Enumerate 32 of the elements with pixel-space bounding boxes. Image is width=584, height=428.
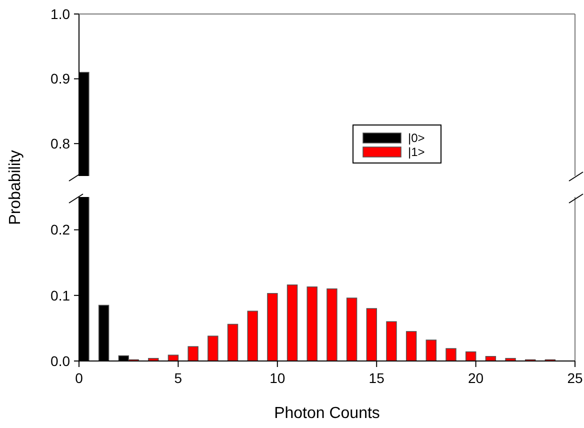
- y-tick-label: 0.2: [50, 222, 70, 238]
- bar: [188, 346, 198, 361]
- x-tick-label: 25: [567, 370, 583, 386]
- y-axis-title: Probability: [7, 150, 24, 225]
- bar: [446, 348, 456, 361]
- bar: [286, 284, 298, 361]
- y-tick-label: 1.0: [50, 6, 70, 22]
- x-tick-label: 15: [368, 370, 385, 386]
- bar: [465, 351, 476, 361]
- bar: [267, 293, 278, 361]
- bar: [306, 286, 318, 361]
- x-axis-title: Photon Counts: [274, 405, 380, 422]
- x-tick-label: 5: [174, 370, 182, 386]
- bar: [227, 324, 238, 361]
- bar: [426, 340, 437, 361]
- y-tick-label: 0.9: [50, 70, 70, 87]
- x-tick-label: 10: [270, 370, 286, 386]
- x-tick-label: 0: [75, 370, 84, 386]
- y-tick-label: 0.0: [50, 352, 70, 369]
- bar: [386, 321, 397, 361]
- y-tick-label: 0.8: [50, 136, 70, 152]
- y-tick-label: 0.1: [50, 287, 70, 304]
- bar: [366, 308, 377, 361]
- x-tick-label: 20: [468, 370, 484, 386]
- legend-label: |0>: [408, 131, 425, 146]
- bar: [168, 354, 179, 361]
- legend-label: |1>: [408, 145, 425, 160]
- bar: [208, 336, 218, 361]
- bar: [247, 310, 258, 361]
- bar: [346, 298, 358, 361]
- bar: [406, 331, 417, 361]
- bar: [326, 288, 338, 361]
